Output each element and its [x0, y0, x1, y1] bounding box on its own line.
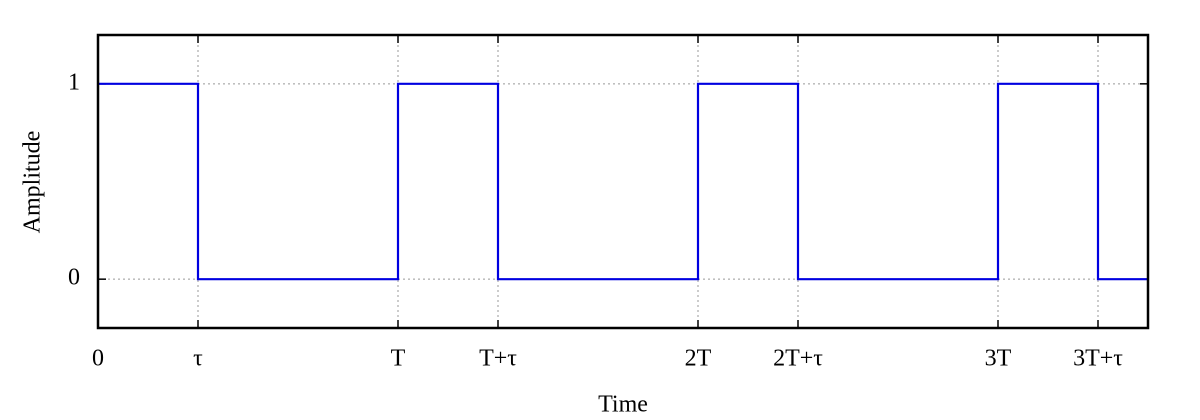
x-tick-label: T [391, 346, 406, 372]
x-tick-label: 3T [985, 346, 1012, 372]
x-tick-label: 0 [92, 346, 104, 372]
y-axis-label: Amplitude [20, 131, 46, 234]
x-axis-label: Time [598, 392, 648, 418]
x-tick-label: 2T+τ [773, 346, 823, 372]
x-tick-label: 2T [685, 346, 712, 372]
plot-frame [96, 33, 1150, 330]
x-tick-label: 3T+τ [1073, 346, 1123, 372]
signal-line [98, 82, 1148, 281]
x-tick-label: τ [193, 346, 203, 372]
y-tick-label: 1 [68, 69, 80, 95]
y-tick-label: 0 [68, 265, 80, 291]
x-tick-label: T+τ [479, 346, 517, 372]
